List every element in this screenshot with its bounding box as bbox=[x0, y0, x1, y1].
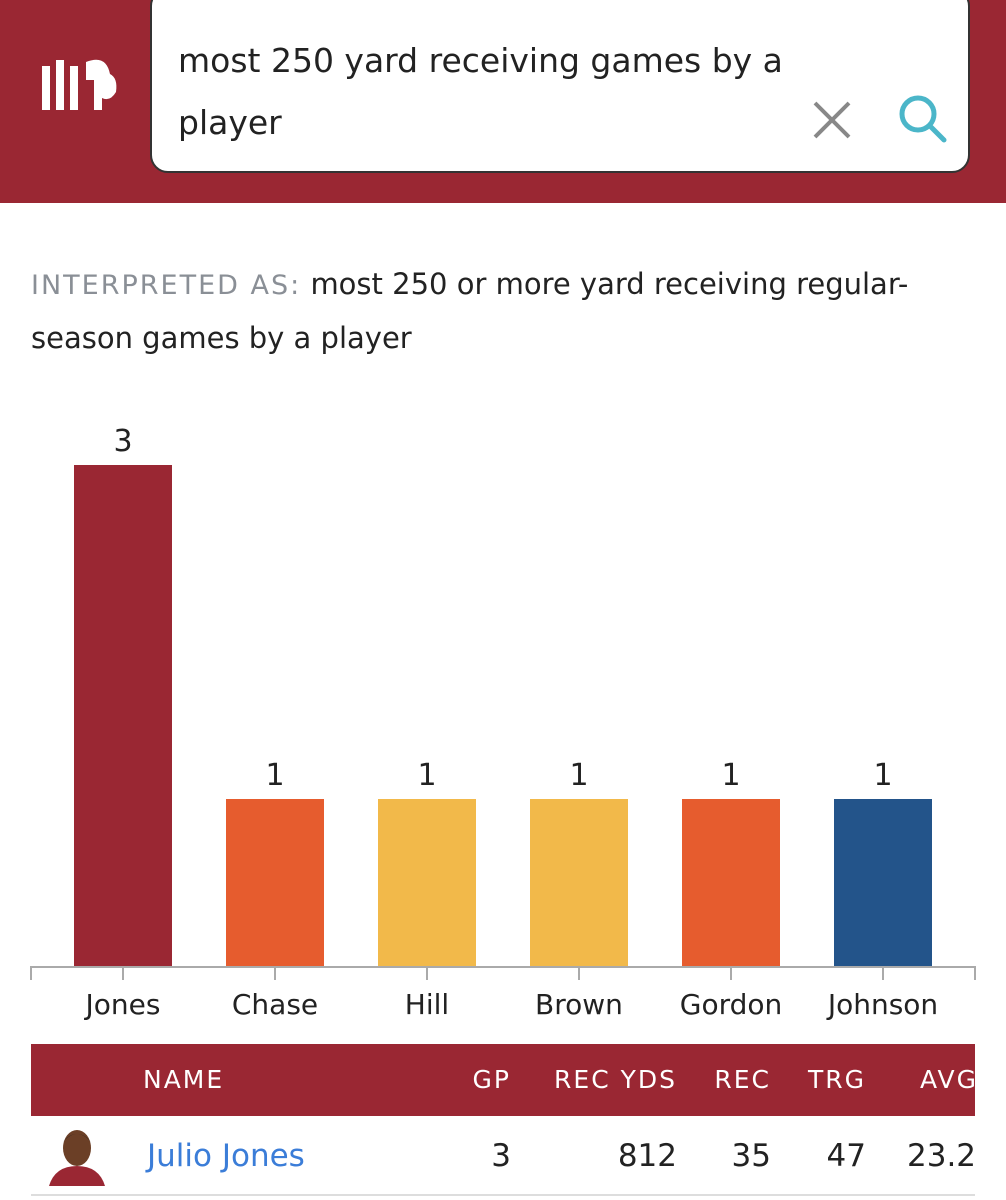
value-label: 1 bbox=[417, 758, 436, 793]
bar bbox=[834, 799, 932, 966]
column-header[interactable]: AVG bbox=[920, 1065, 975, 1094]
value-label: 3 bbox=[113, 424, 132, 459]
x-tick-label: Hill bbox=[405, 988, 449, 1021]
bar bbox=[226, 799, 324, 966]
clear-button[interactable] bbox=[807, 95, 857, 145]
x-tick-label: Johnson bbox=[826, 988, 938, 1021]
value-label: 1 bbox=[265, 758, 284, 793]
x-tick-label: Brown bbox=[535, 988, 623, 1021]
table: NAME GP REC YDS REC TRG AVG Julio Jones … bbox=[31, 1044, 975, 1200]
bar bbox=[530, 799, 628, 966]
logo[interactable] bbox=[36, 52, 146, 132]
column-header[interactable]: GP bbox=[472, 1065, 511, 1094]
interpreted-label: INTERPRETED AS: bbox=[31, 270, 302, 301]
column-header[interactable]: REC bbox=[714, 1065, 771, 1094]
search-button[interactable] bbox=[894, 90, 950, 146]
player-link[interactable]: Julio Jones bbox=[147, 1138, 305, 1174]
column-header[interactable]: TRG bbox=[807, 1065, 866, 1094]
cell: 23.2 bbox=[907, 1138, 975, 1174]
search-query[interactable]: most 250 yard receiving games by a playe… bbox=[178, 41, 783, 142]
value-label: 1 bbox=[721, 758, 740, 793]
bar bbox=[74, 465, 172, 966]
x-tick-label: Gordon bbox=[680, 988, 783, 1021]
value-label: 1 bbox=[569, 758, 588, 793]
chart: Jones 3 Chase 1 Hill 1 Brown 1 Gordon 1 Johnson 1 bbox=[30, 424, 976, 1021]
header: most 250 yard receiving games by a playe… bbox=[0, 0, 1006, 203]
search-box[interactable]: most 250 yard receiving games by a playe… bbox=[150, 0, 970, 173]
bar bbox=[378, 799, 476, 966]
x-tick-label: Chase bbox=[232, 988, 318, 1021]
bar bbox=[682, 799, 780, 966]
table-header: NAME GP REC YDS REC TRG AVG bbox=[31, 1044, 975, 1116]
cell: 3 bbox=[491, 1138, 511, 1174]
interpretation: INTERPRETED AS: most 250 or more yard re… bbox=[31, 258, 981, 365]
cell: 812 bbox=[617, 1138, 677, 1174]
player-avatar bbox=[49, 1130, 105, 1186]
value-label: 1 bbox=[873, 758, 892, 793]
cell: 35 bbox=[731, 1138, 771, 1174]
column-header[interactable]: REC YDS bbox=[554, 1065, 677, 1094]
interpreted-text: most 250 or more yard receiving regular-… bbox=[31, 267, 909, 355]
x-tick-label: Jones bbox=[84, 988, 161, 1021]
cell: 47 bbox=[826, 1138, 866, 1174]
column-header[interactable]: NAME bbox=[143, 1065, 225, 1094]
table-row[interactable]: Julio Jones 3 812 35 47 23.2 bbox=[31, 1116, 975, 1196]
